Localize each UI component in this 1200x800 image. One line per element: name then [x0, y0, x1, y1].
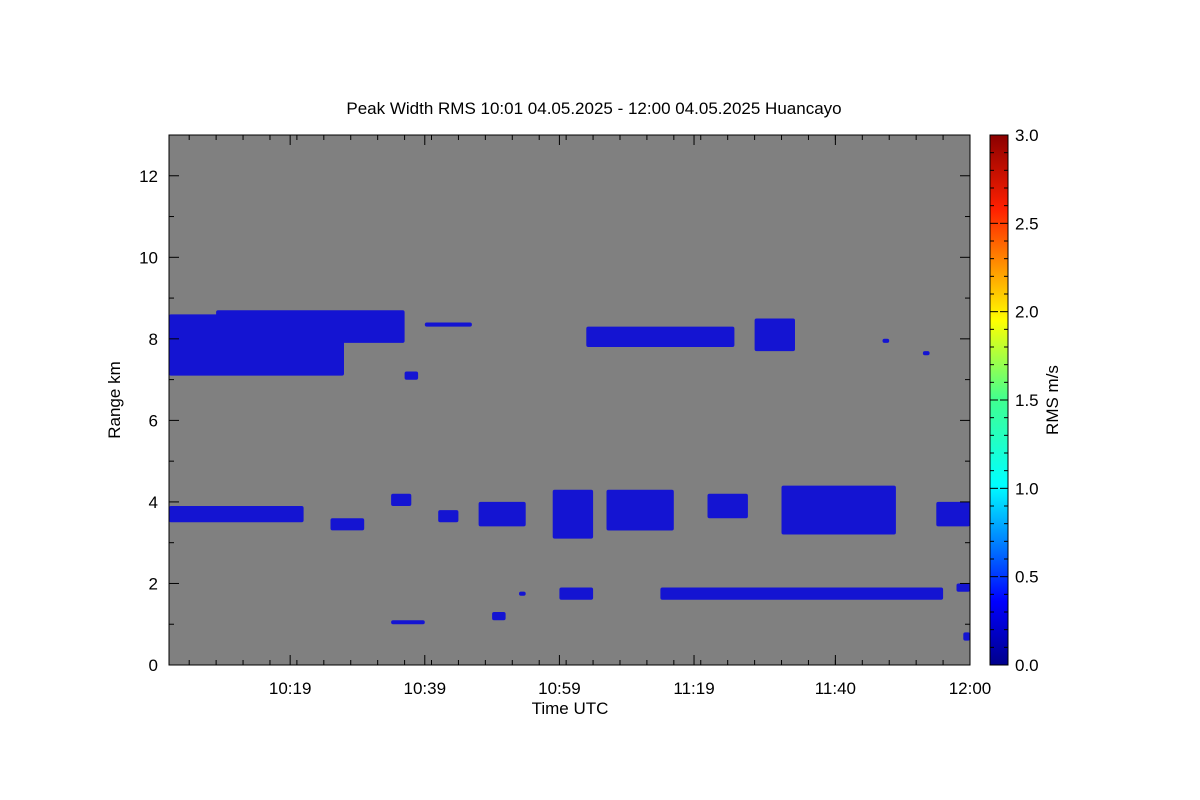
echo-layer-2	[404, 371, 419, 380]
echo-layer-20	[519, 591, 526, 596]
x-tick-label: 10:59	[538, 679, 581, 698]
echo-layer-18	[391, 620, 425, 625]
echo-layer-17	[936, 501, 970, 527]
x-tick-label: 10:19	[269, 679, 312, 698]
plot-frame	[168, 134, 971, 666]
colorbar-tick-label: 1.5	[1015, 391, 1039, 410]
echo-layer-7	[922, 351, 930, 356]
x-tick-label: 11:19	[673, 679, 714, 698]
plot-background	[169, 135, 970, 665]
echo-layer-23	[956, 583, 970, 592]
colorbar-tick-label: 2.5	[1015, 214, 1039, 233]
echo-layer-19	[492, 612, 506, 621]
x-tick-label: 10:39	[404, 679, 447, 698]
colorbar-label: RMS m/s	[1043, 365, 1062, 435]
echo-layer-12	[478, 501, 526, 527]
colorbar-tick-label: 2.0	[1015, 303, 1039, 322]
y-tick-label: 4	[149, 493, 158, 512]
x-tick-label: 12:00	[949, 679, 992, 698]
echo-layer-10	[391, 493, 412, 506]
chart-title: Peak Width RMS 10:01 04.05.2025 - 12:00 …	[346, 99, 841, 118]
colorbar-tick-label: 1.0	[1015, 479, 1039, 498]
echo-layer-9	[330, 518, 365, 531]
echo-layer-11	[438, 510, 459, 523]
y-tick-label: 2	[149, 574, 158, 593]
echo-layer-3	[424, 322, 472, 327]
echo-layer-6	[882, 338, 890, 343]
colorbar-tick-label: 3.0	[1015, 126, 1039, 145]
echo-layer-5	[754, 318, 795, 352]
echo-layer-4	[586, 326, 735, 347]
y-tick-label: 6	[149, 411, 158, 430]
colorbar-tick-label: 0.0	[1015, 656, 1039, 675]
echo-layer-22	[660, 587, 944, 600]
y-tick-label: 12	[139, 167, 158, 186]
y-ticks: 0 2 4 6 8 10 12	[139, 134, 970, 675]
echo-layer-1	[216, 310, 405, 343]
echo-layer-15	[707, 493, 748, 519]
echo-layer-13	[552, 489, 594, 539]
echo-layer-16	[781, 485, 896, 535]
echo-layer-8	[169, 506, 304, 523]
echo-layers	[169, 310, 970, 641]
colorbar-ticks: 0.0 0.5 1.0 1.5 2.0 2.5 3.0	[990, 126, 1039, 675]
y-tick-label: 10	[139, 248, 158, 267]
y-tick-label: 8	[149, 330, 158, 349]
echo-layer-21	[559, 587, 594, 600]
y-tick-label: 0	[149, 656, 158, 675]
x-tick-label: 11:40	[815, 679, 856, 698]
x-ticks: 10:19 10:39 10:59 11:19 11:40 12:00	[188, 135, 992, 698]
colorbar-tick-label: 0.5	[1015, 568, 1039, 587]
echo-layer-24	[963, 632, 970, 641]
y-axis-label: Range km	[105, 361, 124, 438]
x-axis-label: Time UTC	[532, 699, 609, 718]
echo-layer-14	[606, 489, 674, 531]
